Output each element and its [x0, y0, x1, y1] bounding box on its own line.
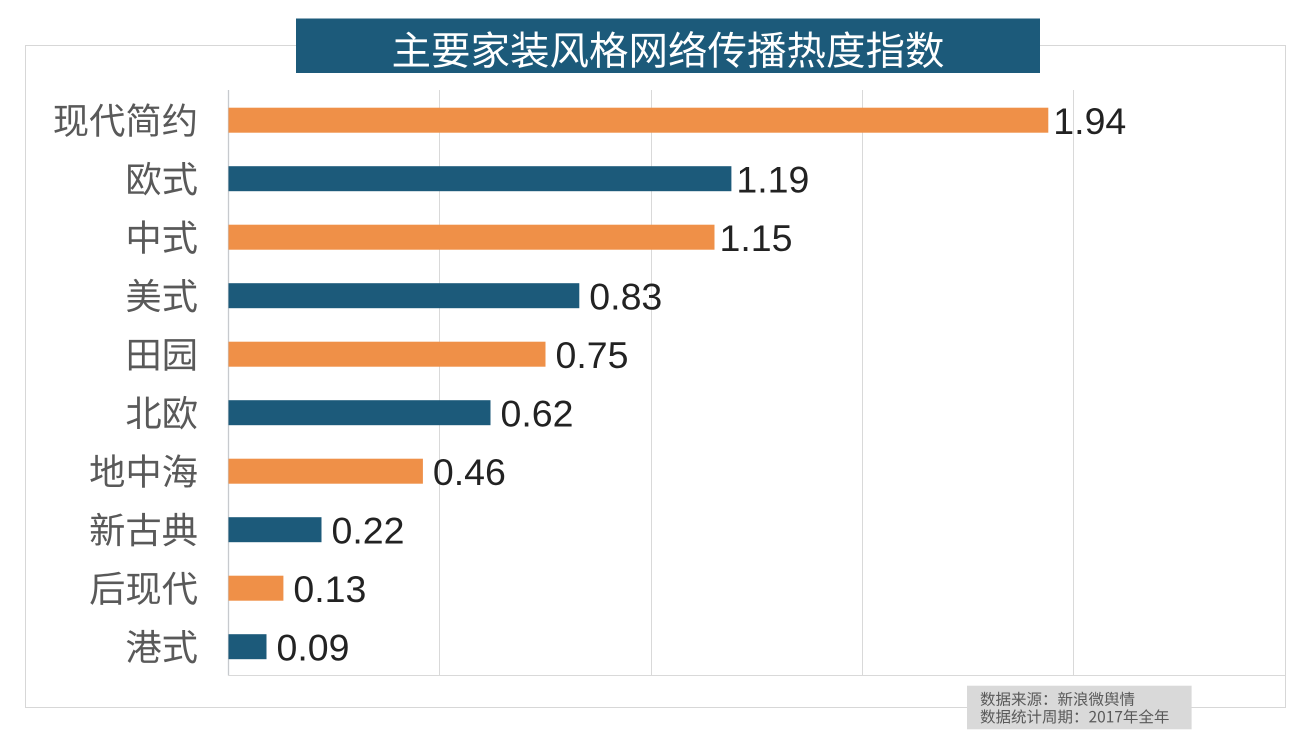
svg-text:1.15: 1.15 [720, 217, 793, 259]
svg-text:1.19: 1.19 [736, 159, 809, 201]
svg-text:0.62: 0.62 [501, 393, 574, 435]
svg-text:0.83: 0.83 [589, 276, 662, 318]
svg-text:0.09: 0.09 [277, 627, 350, 669]
svg-text:0.22: 0.22 [332, 510, 405, 552]
svg-text:1.94: 1.94 [1053, 100, 1126, 142]
svg-text:0.75: 0.75 [556, 334, 629, 376]
svg-text:0.13: 0.13 [293, 568, 366, 610]
svg-text:0.46: 0.46 [433, 451, 506, 493]
